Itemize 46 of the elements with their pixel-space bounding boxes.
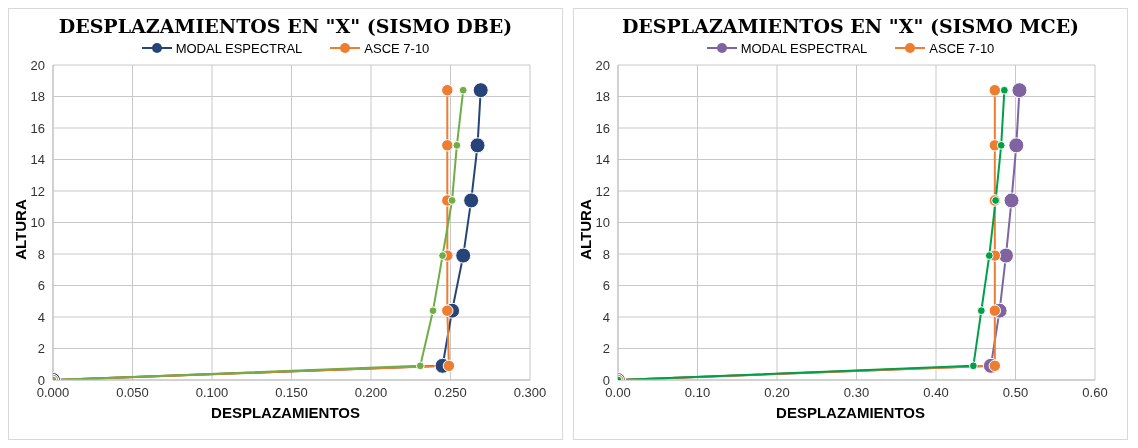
y-tick-label: 2: [37, 341, 45, 357]
legend-label: MODAL ESPECTRAL: [175, 40, 303, 56]
y-tick-label: 16: [595, 120, 610, 136]
x-tick-label: 0.00: [605, 385, 631, 401]
chart-title: DESPLAZAMIENTOS EN "X" (SISMO DBE): [57, 15, 514, 37]
x-tick-label: 0.150: [275, 385, 308, 401]
x-tick-label: 0.30: [843, 385, 870, 401]
legend-label: ASCE 7-10: [364, 40, 430, 56]
y-tick-label: 18: [595, 89, 610, 105]
x-tick-label: 0.50: [1002, 385, 1029, 401]
x-axis-title: DESPLAZAMIENTOS: [775, 404, 926, 421]
x-tick-label: 0.250: [434, 385, 467, 401]
y-axis-title: ALTURA: [576, 198, 594, 260]
y-tick-label: 6: [37, 278, 45, 294]
x-tick-label: 0.000: [36, 385, 70, 401]
y-tick-label: 6: [602, 278, 610, 294]
x-tick-label: 0.20: [764, 385, 790, 401]
x-tick-label: 0.10: [684, 385, 711, 401]
x-tick-label: 0.050: [116, 385, 149, 401]
y-tick-label: 16: [30, 120, 45, 136]
y-tick-label: 0: [602, 372, 610, 388]
y-tick-label: 10: [595, 215, 610, 231]
y-tick-label: 2: [602, 341, 610, 357]
y-tick-label: 4: [602, 309, 610, 325]
y-tick-label: 10: [30, 215, 45, 231]
x-tick-label: 0.60: [1082, 385, 1108, 401]
legend-label: ASCE 7-10: [929, 40, 995, 56]
y-tick-label: 14: [595, 152, 610, 168]
legend-label: MODAL ESPECTRAL: [740, 40, 868, 56]
y-tick-label: 8: [37, 246, 45, 262]
y-tick-label: 18: [30, 89, 45, 105]
y-tick-label: 20: [30, 57, 45, 73]
y-tick-label: 20: [595, 57, 610, 73]
x-tick-label: 0.200: [354, 385, 388, 401]
x-tick-label: 0.300: [513, 385, 547, 401]
x-tick-label: 0.100: [195, 385, 229, 401]
y-tick-label: 12: [30, 183, 45, 199]
chart-title: DESPLAZAMIENTOS EN "X" (SISMO MCE): [620, 15, 1081, 37]
y-tick-label: 0: [37, 372, 45, 388]
x-tick-label: 0.40: [923, 385, 949, 401]
y-tick-label: 4: [37, 309, 45, 325]
y-axis-title: ALTURA: [11, 198, 29, 260]
y-tick-label: 12: [595, 183, 610, 199]
y-tick-label: 8: [602, 246, 610, 262]
y-tick-label: 14: [30, 152, 45, 168]
x-axis-title: DESPLAZAMIENTOS: [210, 404, 361, 421]
